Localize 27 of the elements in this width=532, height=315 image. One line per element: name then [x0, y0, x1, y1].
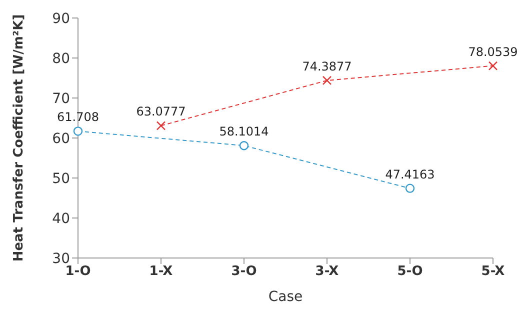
y-tick-label: 50 — [52, 170, 70, 187]
data-label: 63.0777 — [136, 104, 186, 119]
point — [322, 76, 332, 86]
point — [488, 61, 498, 70]
y-tick-label: 40 — [52, 210, 70, 227]
x-tick-label: 1-X — [149, 264, 173, 280]
x-tick-label: 5-X — [481, 264, 505, 280]
data-label: 74.3877 — [302, 59, 352, 74]
y-axis-title: Heat Transfer Coefficient [W/m²K] — [12, 14, 27, 262]
x-tick-label: 5-O — [397, 264, 423, 280]
y-tick-label: 90 — [52, 10, 70, 27]
x-tick-label: 3-O — [231, 264, 257, 280]
point — [405, 184, 415, 193]
data-label: 78.0539 — [468, 44, 518, 59]
data-label: 47.4163 — [385, 167, 435, 182]
y-tick-label: 60 — [52, 130, 70, 147]
point — [73, 126, 83, 136]
y-tick-label: 70 — [52, 90, 70, 107]
data-label: 61.708 — [57, 110, 99, 124]
y-tick-label: 80 — [52, 50, 70, 67]
x-tick-label: 3-X — [315, 264, 339, 280]
point — [156, 121, 166, 130]
data-label: 58.1014 — [219, 124, 269, 139]
point — [239, 140, 249, 150]
x-axis-title: Case — [268, 289, 303, 305]
x-tick-label: 1-O — [65, 264, 91, 280]
y-tick-label: 30 — [52, 250, 70, 267]
